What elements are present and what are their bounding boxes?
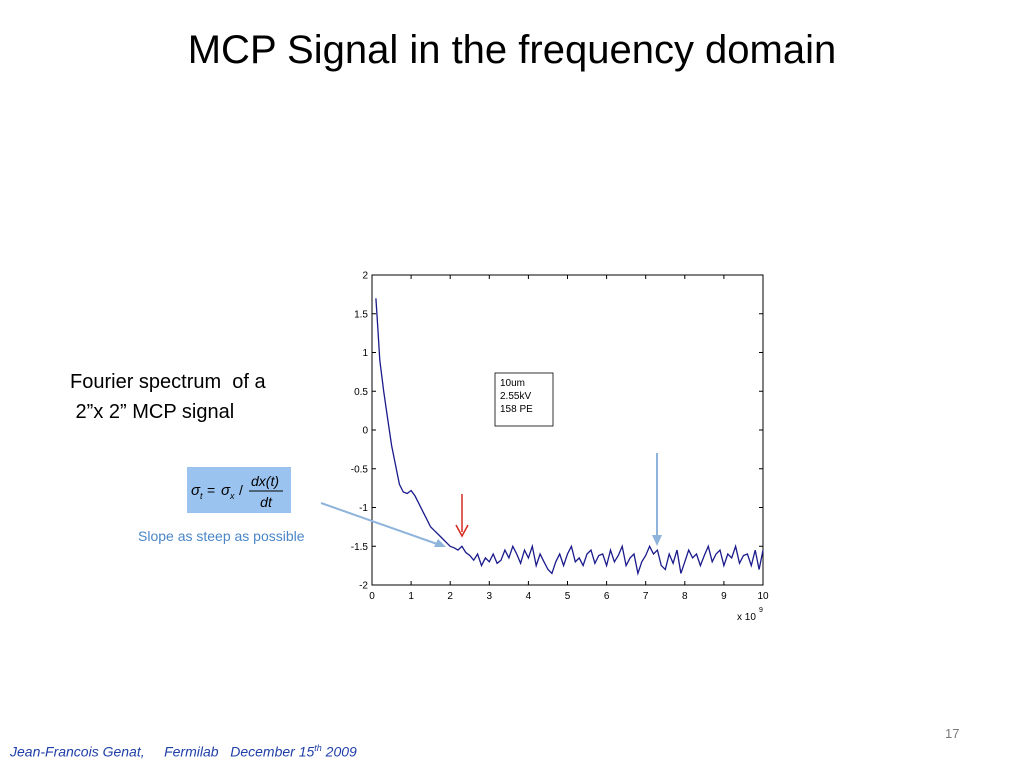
svg-text:/: / bbox=[239, 482, 243, 498]
formula-sub-t: t bbox=[200, 491, 203, 501]
x-tick-label: 2 bbox=[447, 591, 453, 602]
description-line-1: Fourier spectrum of a bbox=[70, 371, 266, 393]
y-tick-label: -0.5 bbox=[351, 464, 369, 475]
footer: Jean-Francois Genat, Fermilab December 1… bbox=[10, 743, 357, 760]
legend-box bbox=[494, 372, 554, 427]
description-line-2: 2”x 2” MCP signal bbox=[70, 401, 235, 423]
formula-right: σ t = σ x / dx(t) dt bbox=[618, 400, 710, 437]
y-tick-label: -2 bbox=[359, 581, 368, 592]
svg-text:dx(t): dx(t) bbox=[678, 400, 706, 416]
footer-date: December 15 bbox=[230, 743, 315, 760]
marker-2ghz-label: 2 GHz bbox=[455, 461, 512, 483]
y-tick-label: 1 bbox=[362, 348, 368, 359]
caption-noise: Noise as small as possible bbox=[573, 366, 738, 382]
formula-box-right: σ t = σ x / dx(t) dt bbox=[614, 394, 718, 440]
formula-box-left: σ t = σ x / dx(t) dt bbox=[187, 467, 291, 513]
caption-slope: Slope as steep as possible bbox=[138, 528, 305, 544]
y-tick-label: 0.5 bbox=[354, 387, 368, 398]
slide-number: 17 bbox=[945, 726, 960, 741]
svg-text:=: = bbox=[634, 409, 642, 425]
x-tick-label: 6 bbox=[604, 591, 610, 602]
y-tick-label: 0 bbox=[362, 426, 368, 437]
footer-year: 2009 bbox=[321, 743, 357, 760]
x-tick-label: 10 bbox=[757, 591, 769, 602]
svg-text:dt: dt bbox=[687, 421, 700, 437]
formula-numerator: dx(t) bbox=[251, 473, 279, 489]
footer-org: Fermilab bbox=[164, 743, 219, 760]
formula-sub-x: x bbox=[229, 491, 235, 501]
svg-text:t: t bbox=[627, 418, 630, 428]
ghz-arrowhead bbox=[455, 524, 469, 538]
x-tick-label: 4 bbox=[526, 591, 532, 602]
legend-line-3: 158 PE bbox=[500, 404, 533, 415]
x-tick-label: 0 bbox=[369, 591, 375, 602]
formula-denominator: dt bbox=[260, 494, 273, 510]
slide-title: MCP Signal in the frequency domain bbox=[187, 28, 837, 72]
legend-line-2: 2.55kV bbox=[500, 391, 531, 402]
svg-text:x: x bbox=[656, 418, 662, 428]
x-tick-label: 5 bbox=[565, 591, 571, 602]
slope-arrowhead bbox=[434, 539, 446, 547]
formula-sigma-t: σ bbox=[191, 482, 201, 499]
formula-left: σ t = σ x / dx(t) dt bbox=[191, 473, 283, 510]
slope-arrow bbox=[320, 502, 441, 546]
y-tick-label: -1.5 bbox=[351, 542, 369, 553]
x-tick-label: 3 bbox=[487, 591, 493, 602]
svg-text:/: / bbox=[666, 409, 670, 425]
y-tick-label: 1.5 bbox=[354, 309, 368, 320]
x-tick-label: 1 bbox=[408, 591, 414, 602]
legend-line-1: 10um bbox=[500, 378, 525, 389]
chart-description: Fourier spectrum of a 2”x 2” MCP signal bbox=[70, 367, 266, 427]
x-tick-label: 7 bbox=[643, 591, 649, 602]
x-tick-label: 8 bbox=[682, 591, 688, 602]
footer-date-sup: th bbox=[314, 743, 322, 753]
footer-author: Jean-Francois Genat, bbox=[10, 743, 145, 760]
formula-sigma-x: σ bbox=[221, 482, 231, 499]
y-tick-label: 2 bbox=[362, 271, 368, 282]
x-tick-label: 9 bbox=[721, 591, 727, 602]
x-multiplier-exp: 9 bbox=[759, 607, 763, 614]
x-multiplier: x 10 bbox=[737, 612, 756, 623]
noise-arrowhead bbox=[652, 535, 662, 546]
y-tick-label: -1 bbox=[359, 503, 368, 514]
svg-text:=: = bbox=[207, 482, 215, 498]
